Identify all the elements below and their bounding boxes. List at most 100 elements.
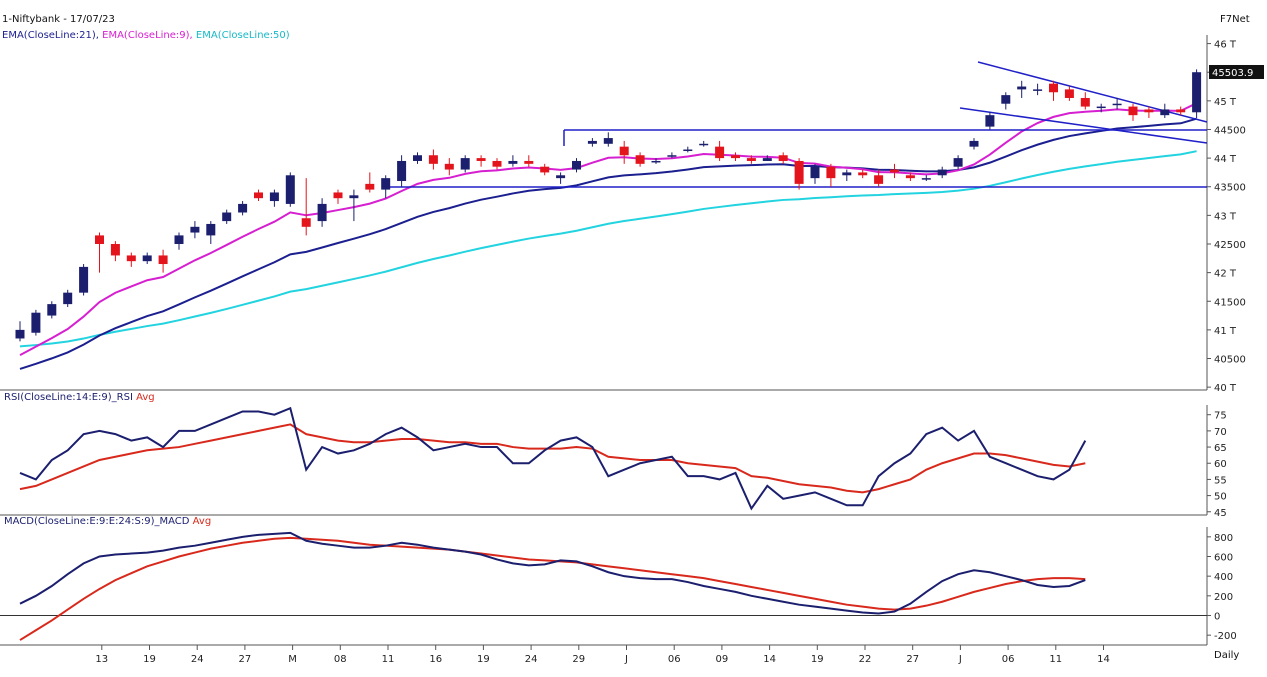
candle-body xyxy=(969,140,979,147)
ema-legend: EMA(CloseLine:21), EMA(CloseLine:9), EMA… xyxy=(2,30,290,41)
candle-body xyxy=(238,203,248,213)
x-tick-label: 29 xyxy=(572,654,585,665)
candle-body xyxy=(174,235,184,244)
rsi-avg-legend: Avg xyxy=(136,392,155,403)
rsi-pane-tick-label: 65 xyxy=(1214,443,1227,454)
price-pane-tick-label: 42500 xyxy=(1214,240,1246,251)
macd-pane-tick-label: 0 xyxy=(1214,612,1220,623)
candle-body xyxy=(1064,89,1074,98)
candle-body xyxy=(587,140,597,144)
price-pane-tick-label: 40 T xyxy=(1214,383,1237,394)
x-tick-label: J xyxy=(624,654,628,665)
rsi-pane-tick-label: 55 xyxy=(1214,475,1227,486)
candle-body xyxy=(79,266,89,293)
x-tick-label: J xyxy=(958,654,962,665)
candle-body xyxy=(1176,109,1186,113)
last-price-badge xyxy=(1209,64,1264,79)
candle-body xyxy=(317,203,327,222)
macd-pane-tick-label: 800 xyxy=(1214,533,1233,544)
brand-label: F7Net xyxy=(1220,14,1250,25)
candle-body xyxy=(874,175,884,184)
macd-pane-tick-label: -200 xyxy=(1214,631,1237,642)
candle-body xyxy=(826,166,836,179)
candle-body xyxy=(31,312,41,333)
candle-body xyxy=(428,155,438,164)
rsi-legend: RSI(CloseLine:14:E:9)_RSI Avg xyxy=(4,392,155,403)
candle-body xyxy=(619,146,629,156)
candle-body xyxy=(683,149,693,152)
candle-body xyxy=(1192,72,1202,113)
x-tick-label: 11 xyxy=(1049,654,1062,665)
x-tick-label: M xyxy=(288,654,297,665)
candle-body xyxy=(413,155,422,161)
candle-body xyxy=(1049,83,1058,93)
candle-body xyxy=(1160,109,1170,116)
candle-body xyxy=(810,166,820,179)
candle-body xyxy=(110,243,120,256)
candle-body xyxy=(1017,86,1027,90)
x-tick-label: 19 xyxy=(477,654,490,665)
candle-body xyxy=(603,138,613,144)
candle-body xyxy=(937,169,947,176)
candle-body xyxy=(731,155,740,159)
candle-body xyxy=(349,195,359,199)
candle-body xyxy=(47,304,57,316)
macd-avg-line xyxy=(19,536,1086,641)
x-tick-label: 24 xyxy=(191,654,204,665)
candle-body xyxy=(1112,103,1122,106)
candle-body xyxy=(905,175,915,179)
chart-title: 1-Niftybank - 17/07/23 xyxy=(2,14,115,25)
candle-body xyxy=(158,255,168,265)
candle-body xyxy=(397,160,407,182)
rsi-line xyxy=(19,406,1087,511)
candle-body xyxy=(222,212,232,222)
x-tick-label: 19 xyxy=(143,654,156,665)
candle-body xyxy=(1128,106,1138,116)
candle-body xyxy=(95,235,104,244)
candle-body xyxy=(476,158,486,161)
candle-body xyxy=(492,160,502,167)
candle-body xyxy=(254,192,263,199)
trendline xyxy=(977,61,1208,123)
candle-body xyxy=(921,178,931,180)
candle-body xyxy=(381,178,391,190)
candle-body xyxy=(842,172,852,176)
last-price-value: 45503.9 xyxy=(1212,68,1253,79)
candle-body xyxy=(63,292,73,305)
candle-body xyxy=(1096,106,1106,109)
price-pane-tick-label: 41 T xyxy=(1214,326,1237,337)
macd-avg-legend: Avg xyxy=(192,516,212,527)
candle-body xyxy=(858,172,868,176)
rsi-pane-tick-label: 50 xyxy=(1214,492,1227,503)
price-pane-tick-label: 45 T xyxy=(1214,97,1237,108)
ema21-line xyxy=(19,117,1197,370)
price-pane-tick-label: 44 T xyxy=(1214,154,1237,165)
candle-body xyxy=(667,155,677,157)
x-tick-label: 09 xyxy=(716,654,729,665)
x-tick-label: 06 xyxy=(668,654,681,665)
price-pane-tick-label: 46 T xyxy=(1214,40,1237,51)
candle-body xyxy=(985,115,995,127)
candle-body xyxy=(524,160,534,164)
price-pane-tick-label: 42 T xyxy=(1214,269,1237,280)
candle-body xyxy=(635,155,645,164)
rsi-avg-line xyxy=(19,423,1086,494)
candle-body xyxy=(15,329,25,339)
period-label: Daily xyxy=(1214,650,1240,661)
rsi-pane-tick-label: 45 xyxy=(1214,508,1227,519)
price-pane-tick-label: 44500 xyxy=(1214,125,1246,136)
candle-body xyxy=(540,166,550,173)
candle-body xyxy=(508,160,518,164)
candle-body xyxy=(556,175,566,179)
x-tick-label: 06 xyxy=(1002,654,1015,665)
ema9-legend: EMA(CloseLine:9), xyxy=(102,30,193,41)
rsi-pane-tick-label: 70 xyxy=(1214,427,1227,438)
candle-body xyxy=(715,146,725,159)
candle-body xyxy=(890,169,899,173)
ema50-line xyxy=(19,150,1197,348)
x-tick-label: 13 xyxy=(95,654,108,665)
candle-body xyxy=(285,175,295,204)
ema9-line xyxy=(19,102,1198,356)
candle-body xyxy=(762,158,772,161)
